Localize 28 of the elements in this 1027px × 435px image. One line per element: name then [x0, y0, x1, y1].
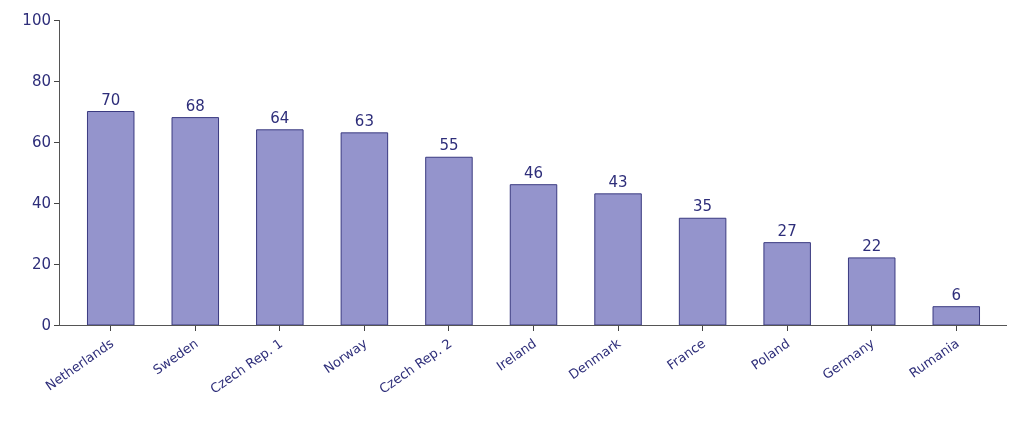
- bar: [425, 156, 473, 325]
- data-label: 43: [608, 172, 628, 191]
- y-tick-label: 20: [31, 255, 51, 274]
- bar: [594, 193, 642, 325]
- y-tick-label: 80: [31, 72, 51, 91]
- data-label: 70: [101, 90, 121, 109]
- data-label: 64: [270, 108, 290, 127]
- y-tick-label: 100: [22, 11, 51, 30]
- bar: [763, 242, 811, 325]
- data-label: 35: [693, 197, 713, 216]
- bar: [678, 217, 727, 325]
- bar: [171, 117, 220, 325]
- data-label: 27: [777, 221, 797, 240]
- data-label: 6: [951, 285, 962, 304]
- bar: [509, 184, 558, 325]
- y-tick-label: 60: [31, 133, 51, 152]
- bar: [86, 111, 135, 325]
- bar: [340, 132, 389, 325]
- data-label: 63: [354, 111, 374, 130]
- y-tick-label: 40: [31, 194, 51, 213]
- data-label: 46: [523, 163, 544, 182]
- y-tick-label: 0: [41, 316, 51, 335]
- data-label: 68: [185, 96, 205, 115]
- bar: [256, 129, 304, 325]
- bar: [932, 306, 981, 325]
- bar: [847, 257, 896, 325]
- data-label: 55: [439, 136, 459, 155]
- data-label: 22: [862, 236, 882, 255]
